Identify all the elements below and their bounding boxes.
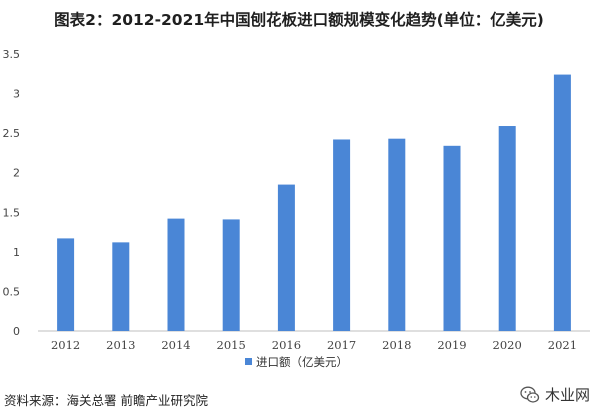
bar-chart: 00.511.522.533.5 2012 2013 2014 2015 2016 201… (3, 48, 590, 369)
y-tick-label: 3.5 (3, 48, 21, 61)
x-tick-label: 2016 (272, 338, 301, 352)
x-tick-label: 2018 (382, 338, 411, 352)
x-tick-label: 2014 (161, 338, 190, 352)
bars (57, 74, 571, 332)
bar-2015 (222, 219, 240, 331)
y-tick-label: 2.5 (3, 127, 21, 140)
y-tick-label: 1 (13, 246, 20, 259)
x-tick-label: 2015 (217, 338, 246, 352)
x-tick-label: 2012 (51, 338, 80, 352)
y-tick-label: 2 (13, 167, 20, 180)
x-axis: 2012 2013 2014 2015 2016 2017 2018 2019 2020 2021 (51, 338, 577, 352)
bar-2013 (112, 242, 130, 331)
watermark-text: 木业网 (544, 386, 590, 404)
chart-title: 图表2：2012-2021年中国刨花板进口额规模变化趋势(单位：亿美元) (54, 11, 544, 29)
x-tick-label: 2020 (493, 338, 522, 352)
y-tick-label: 3 (13, 88, 20, 101)
bar-2020 (498, 126, 516, 332)
watermark: 木业网 (520, 384, 590, 405)
bar-2012 (57, 238, 75, 331)
x-tick-label: 2013 (106, 338, 135, 352)
x-tick-label: 2021 (548, 338, 577, 352)
bar-2016 (277, 184, 295, 331)
y-tick-label: 0.5 (3, 285, 21, 298)
y-tick-label: 1.5 (3, 206, 21, 219)
legend-swatch (245, 358, 252, 365)
wechat-icon (520, 386, 540, 403)
y-tick-label: 0 (13, 325, 20, 338)
bar-2014 (167, 218, 185, 331)
bar-2018 (388, 138, 406, 331)
x-tick-label: 2019 (437, 338, 466, 352)
bar-2019 (443, 145, 461, 331)
y-axis: 0 0.5 1 1.5 2 2.5 3 3.5 (3, 48, 21, 338)
source-note: 资料来源：海关总署 前瞻产业研究院 (4, 393, 208, 408)
x-tick-label: 2017 (327, 338, 356, 352)
bar-2021 (553, 74, 571, 331)
legend: 进口额（亿美元） (245, 355, 348, 369)
legend-label: 进口额（亿美元） (256, 355, 348, 369)
bar-2017 (333, 139, 351, 331)
